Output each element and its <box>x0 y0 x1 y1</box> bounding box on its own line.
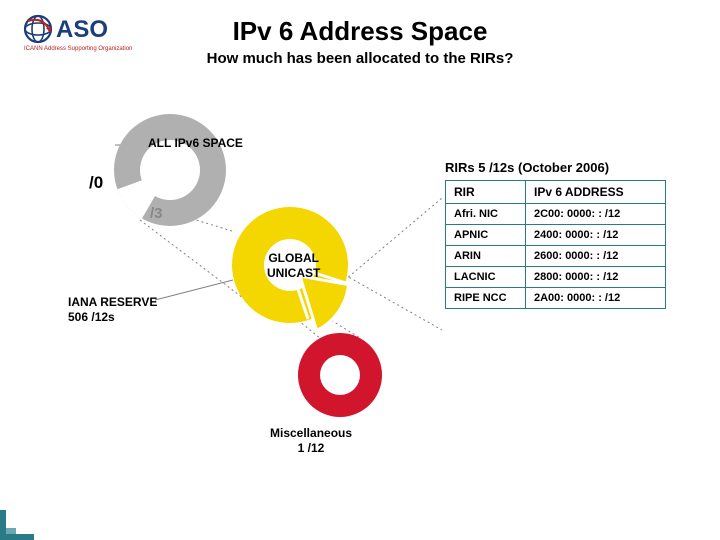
label-miscellaneous: Miscellaneous 1 /12 <box>270 426 352 456</box>
table-row: LACNIC 2800: 0000: : /12 <box>446 267 666 288</box>
cell-addr: 2A00: 0000: : /12 <box>526 288 666 309</box>
label-slash3: /3 <box>150 205 163 222</box>
label-iana-reserve-text: IANA RESERVE 506 /12s <box>68 295 157 324</box>
table-row: APNIC 2400: 0000: : /12 <box>446 225 666 246</box>
label-global-unicast-text: GLOBAL UNICAST <box>267 251 320 280</box>
cell-addr: 2800: 0000: : /12 <box>526 267 666 288</box>
col-rir: RIR <box>446 181 526 204</box>
cell-addr: 2C00: 0000: : /12 <box>526 204 666 225</box>
table-row: RIPE NCC 2A00: 0000: : /12 <box>446 288 666 309</box>
label-global-unicast: GLOBAL UNICAST <box>267 251 320 281</box>
col-addr: IPv 6 ADDRESS <box>526 181 666 204</box>
donut-miscellaneous <box>298 333 382 417</box>
label-slash0: /0 <box>86 172 106 194</box>
cell-rir: LACNIC <box>446 267 526 288</box>
diagram-area: ALL IPv6 SPACE /0 /3 GLOBAL UNICAST IANA… <box>0 100 720 520</box>
label-iana-reserve: IANA RESERVE 506 /12s <box>68 295 157 325</box>
page-title: IPv 6 Address Space <box>0 16 720 47</box>
line-iana <box>155 280 233 300</box>
slide: ASO ICANN Address Supporting Organizatio… <box>0 0 720 540</box>
label-all-ipv6-space: ALL IPv6 SPACE <box>148 136 243 151</box>
corner-accent <box>0 510 34 540</box>
donut-all-ipv6-space <box>114 114 226 226</box>
label-miscellaneous-text: Miscellaneous 1 /12 <box>270 426 352 455</box>
table-caption: RIRs 5 /12s (October 2006) <box>445 160 609 175</box>
dash-yellow-to-table-2 <box>345 275 442 330</box>
table-row: Afri. NIC 2C00: 0000: : /12 <box>446 204 666 225</box>
dash-yellow-to-table-1 <box>333 198 442 290</box>
dash-gray-to-yellow-2 <box>140 220 243 298</box>
cell-rir: Afri. NIC <box>446 204 526 225</box>
cell-addr: 2600: 0000: : /12 <box>526 246 666 267</box>
page-subtitle: How much has been allocated to the RIRs? <box>0 50 720 67</box>
cell-addr: 2400: 0000: : /12 <box>526 225 666 246</box>
cell-rir: APNIC <box>446 225 526 246</box>
cell-rir: RIPE NCC <box>446 288 526 309</box>
rir-table: RIR IPv 6 ADDRESS Afri. NIC 2C00: 0000: … <box>445 180 666 309</box>
cell-rir: ARIN <box>446 246 526 267</box>
table-header-row: RIR IPv 6 ADDRESS <box>446 181 666 204</box>
table-row: ARIN 2600: 0000: : /12 <box>446 246 666 267</box>
